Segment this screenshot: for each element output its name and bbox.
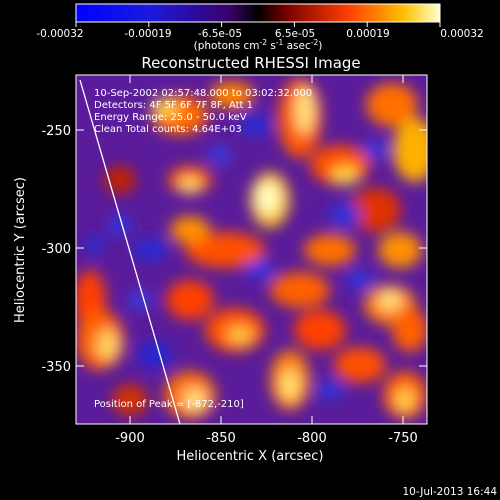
colorbar-units: (photons cm-2 s-1 asec-2) (194, 38, 323, 52)
colorbar-tick-label: 0.00032 (440, 28, 483, 40)
image-feature (183, 388, 207, 412)
image-feature (166, 280, 214, 320)
image-feature (304, 234, 356, 266)
image-feature (180, 177, 200, 193)
image-feature (395, 388, 415, 412)
colorbar-ticks (75, 22, 441, 27)
image-feature (185, 232, 265, 268)
x-tick-label: -900 (115, 431, 145, 446)
colorbar-tick-label: 0.00019 (346, 28, 389, 40)
image-feature (331, 165, 359, 185)
solar-image (76, 75, 427, 424)
colorbar-tick-label: -0.00032 (36, 28, 83, 40)
info-line: Clean Total counts: 4.64E+03 (94, 124, 242, 135)
colorbar-tick-label: 6.5e-05 (275, 28, 315, 40)
info-line: 10-Sep-2002 02:57:48.000 to 03:02:32.000 (94, 88, 312, 99)
image-feature (378, 232, 422, 268)
image-feature (378, 290, 402, 310)
colorbar-tick-label: -6.5e-05 (198, 28, 242, 40)
x-tick-label: -750 (388, 431, 418, 446)
image-feature (96, 329, 120, 361)
info-line: Energy Range: 25.0 - 50.0 keV (94, 112, 247, 123)
image-feature (295, 86, 315, 134)
x-axis-ticks (129, 75, 404, 424)
footer-timestamp: 10-Jul-2013 16:44 (402, 486, 497, 498)
image-feature (128, 290, 152, 310)
image-feature (392, 308, 427, 352)
image-feature (256, 182, 280, 214)
x-axis-label: Heliocentric X (arcsec) (177, 449, 324, 464)
image-feature (210, 81, 254, 109)
y-axis-ticks (76, 129, 427, 367)
image-feature (104, 166, 136, 194)
image-feature (208, 146, 232, 164)
image-feature (334, 347, 386, 383)
image-feature (112, 384, 148, 416)
image-feature (346, 270, 374, 290)
plot-title: Reconstructed RHESSI Image (141, 54, 360, 72)
y-axis-label: Heliocentric Y (arcsec) (13, 177, 28, 323)
image-feature (226, 325, 254, 345)
image-feature (349, 188, 401, 232)
image-feature (329, 203, 361, 227)
plot-frame (75, 74, 428, 425)
image-feature (151, 98, 179, 118)
image-feature (137, 341, 173, 369)
peak-position: Position of Peak = [-872,-210] (94, 399, 244, 410)
image-feature (363, 141, 387, 159)
image-feature (294, 310, 346, 350)
image-feature (393, 118, 427, 182)
image-feature (132, 238, 168, 262)
image-feature (246, 260, 274, 280)
colorbar-tick-label: -0.00019 (124, 28, 171, 40)
image-feature (270, 272, 330, 308)
image-feature (85, 235, 105, 255)
image-feature (108, 215, 132, 235)
colorbar (75, 3, 441, 23)
image-feature (316, 380, 344, 400)
x-tick-label: -800 (297, 431, 327, 446)
image-feature (170, 216, 210, 244)
y-tick-label: -250 (41, 124, 71, 139)
y-tick-label: -350 (41, 360, 71, 375)
info-line: Detectors: 4F 5F 6F 7F 8F, Att 1 (94, 100, 253, 111)
x-tick-label: -850 (206, 431, 236, 446)
solar-limb-line (79, 79, 181, 424)
image-feature (239, 113, 271, 137)
image-feature (366, 83, 418, 127)
y-tick-label: -300 (41, 242, 71, 257)
image-feature (280, 369, 300, 401)
